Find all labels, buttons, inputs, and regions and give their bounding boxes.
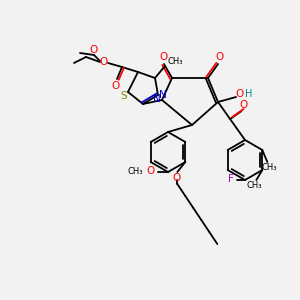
Text: O: O [90, 45, 98, 55]
Text: F: F [228, 174, 234, 184]
Text: N: N [153, 94, 161, 104]
Text: CH₃: CH₃ [168, 56, 184, 65]
Text: O: O [100, 57, 108, 67]
Text: S: S [121, 91, 127, 101]
Text: O: O [236, 89, 244, 99]
Text: O: O [160, 52, 168, 62]
Text: O: O [111, 81, 119, 91]
Text: CH₃: CH₃ [247, 182, 262, 190]
Text: H: H [245, 89, 253, 99]
Text: N: N [159, 90, 167, 100]
Text: O: O [239, 100, 248, 110]
Text: O: O [147, 166, 155, 176]
Text: O: O [172, 173, 180, 183]
Text: O: O [216, 52, 224, 62]
Text: CH₃: CH₃ [262, 164, 277, 172]
Text: CH₃: CH₃ [128, 167, 143, 176]
